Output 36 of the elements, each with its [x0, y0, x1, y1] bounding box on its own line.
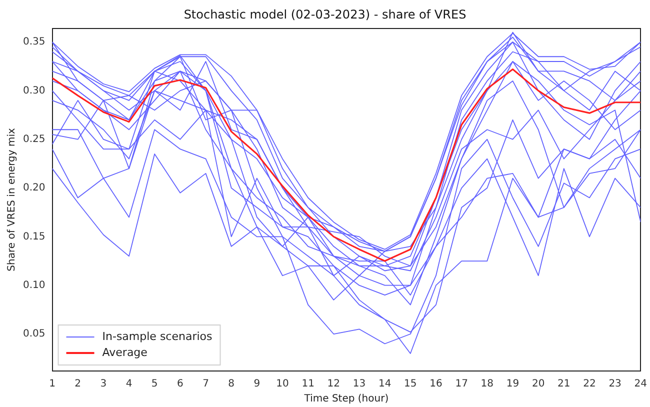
- x-tick-label: 19: [506, 378, 520, 390]
- y-tick-label: 0.10: [23, 280, 46, 291]
- x-tick-label: 1: [49, 378, 56, 390]
- legend-label: Average: [102, 346, 148, 359]
- x-tick-label: 5: [151, 378, 158, 390]
- y-axis-title: Share of VRES in energy mix: [6, 128, 18, 272]
- y-tick-label: 0.35: [23, 36, 46, 48]
- x-tick-label: 23: [608, 378, 622, 390]
- chart-title: Stochastic model (02-03-2023) - share of VRES: [184, 7, 466, 22]
- x-tick-label: 6: [176, 378, 184, 390]
- x-tick-label: 21: [558, 378, 570, 390]
- x-tick-label: 8: [228, 378, 235, 390]
- y-tick-label: 0.30: [23, 85, 46, 96]
- x-tick-label: 10: [276, 378, 289, 390]
- x-tick-label: 2: [74, 378, 82, 390]
- x-tick-label: 18: [480, 378, 494, 390]
- x-tick-label: 15: [404, 378, 417, 390]
- x-tick-label: 17: [455, 378, 468, 390]
- x-tick-label: 14: [378, 378, 392, 390]
- y-tick-label: 0.25: [23, 134, 46, 145]
- x-tick-label: 4: [126, 378, 132, 390]
- x-tick-label: 11: [302, 378, 314, 390]
- y-tick-label: 0.20: [23, 182, 46, 194]
- x-axis-title: Time Step (hour): [303, 394, 389, 405]
- x-tick-label: 20: [532, 378, 545, 390]
- legend-label: In-sample scenarios: [102, 330, 213, 343]
- x-tick-label: 9: [254, 378, 260, 390]
- x-tick-label: 12: [327, 378, 340, 390]
- x-tick-label: 13: [352, 378, 366, 390]
- x-tick-label: 24: [634, 378, 648, 390]
- x-tick-label: 22: [583, 378, 596, 390]
- y-tick-label: 0.05: [23, 328, 46, 340]
- x-tick-label: 7: [202, 378, 209, 390]
- x-tick-label: 3: [100, 378, 107, 390]
- y-tick-label: 0.15: [23, 231, 46, 242]
- x-tick-label: 16: [430, 378, 442, 390]
